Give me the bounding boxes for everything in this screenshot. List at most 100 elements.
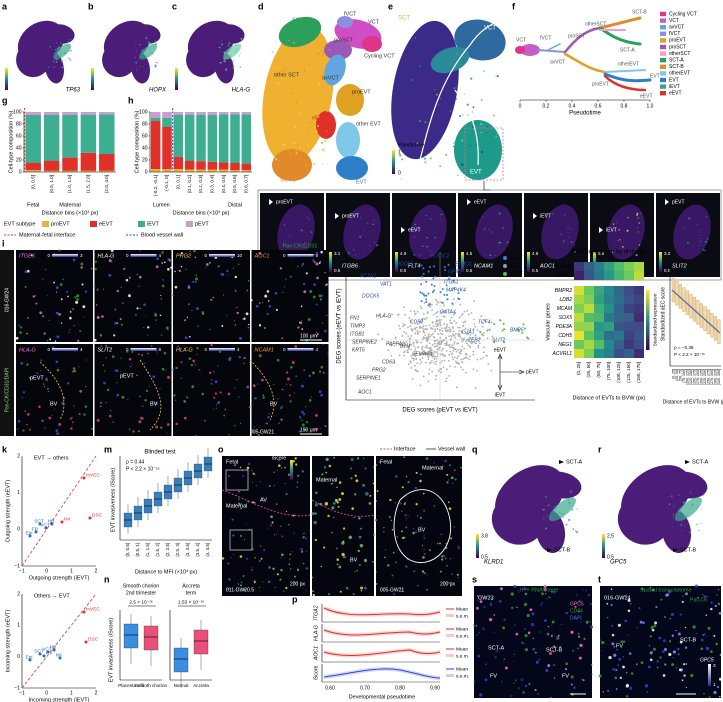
- texture-dot: [434, 323, 437, 325]
- texture-dot: [473, 623, 476, 627]
- texture-dot: [607, 690, 609, 692]
- texture-dot: [342, 527, 346, 530]
- texture-dot: [319, 427, 321, 429]
- texture-dot: [568, 501, 571, 504]
- texture-dot: [441, 301, 444, 304]
- texture-dot: [449, 365, 452, 368]
- texture-dot: [381, 337, 384, 340]
- texture-dot: [416, 515, 419, 517]
- texture-dot: [276, 469, 279, 472]
- texture-dot: [319, 298, 323, 301]
- colorbar-label: 0: [47, 253, 50, 258]
- texture-dot: [320, 294, 324, 297]
- branch-label: otherEVT: [618, 61, 639, 67]
- texture-dot: [24, 285, 27, 288]
- texture-dot: [314, 512, 317, 515]
- texture-dot: [551, 620, 555, 624]
- texture-dot: [464, 327, 467, 330]
- texture-dot: [212, 408, 214, 410]
- texture-dot: [128, 276, 131, 279]
- texture-dot: [294, 102, 298, 105]
- texture-dot: [67, 382, 70, 385]
- texture-dot: [428, 368, 431, 371]
- texture-dot: [698, 244, 700, 246]
- texture-dot: [451, 573, 453, 575]
- texture-dot: [147, 326, 150, 329]
- bar-segment: [196, 169, 206, 172]
- cluster-shape: [535, 509, 566, 554]
- y-tick-label: 40: [16, 145, 22, 151]
- texture-dot: [438, 341, 440, 344]
- texture-dot: [668, 640, 672, 643]
- texture-dot: [320, 141, 324, 144]
- x-tick-label: 0.60: [325, 685, 335, 691]
- texture-dot: [457, 268, 460, 271]
- texture-dot: [685, 663, 688, 665]
- texture-dot: [677, 221, 680, 223]
- texture-dot: [448, 507, 452, 510]
- channel-label: GPC5: [570, 601, 584, 607]
- texture-dot: [460, 314, 463, 317]
- texture-dot: [433, 462, 435, 464]
- texture-dot: [483, 229, 486, 232]
- legend-label: iEVT: [669, 84, 680, 90]
- legend-label: SCT-A: [669, 58, 684, 64]
- texture-dot: [487, 363, 490, 366]
- texture-dot: [348, 535, 352, 540]
- texture-dot: [518, 591, 520, 593]
- texture-dot: [427, 292, 430, 295]
- texture-dot: [658, 636, 662, 640]
- texture-dot: [440, 332, 442, 335]
- texture-dot: [414, 347, 417, 350]
- texture-dot: [301, 328, 304, 330]
- texture-dot: [400, 590, 403, 593]
- texture-dot: [293, 93, 295, 95]
- texture-dot: [308, 218, 310, 220]
- texture-dot: [78, 413, 81, 416]
- texture-dot: [649, 651, 653, 655]
- texture-dot: [313, 261, 316, 264]
- trend-line: [671, 289, 721, 334]
- texture-dot: [286, 371, 289, 374]
- heatmap-cell: [584, 331, 594, 340]
- point-decor: [46, 650, 50, 654]
- texture-dot: [672, 513, 675, 515]
- region-label: Fetal: [380, 459, 392, 465]
- heatmap-cell: [594, 340, 604, 349]
- texture-dot: [53, 408, 55, 410]
- texture-dot: [629, 686, 633, 690]
- texture-dot: [689, 531, 692, 534]
- y-tick-label: 100: [13, 109, 22, 115]
- channel-label: Pan-CK: [690, 597, 708, 603]
- texture-dot: [627, 216, 629, 219]
- texture-dot: [415, 471, 418, 474]
- texture-dot: [636, 626, 638, 629]
- point-label: HB: [48, 518, 55, 524]
- texture-dot: [279, 578, 282, 581]
- texture-dot: [180, 252, 183, 255]
- texture-dot: [482, 35, 484, 37]
- texture-dot: [29, 376, 32, 379]
- texture-dot: [378, 546, 380, 548]
- texture-dot: [361, 211, 363, 213]
- x-tick-label: (2.0, 4.0]: [104, 175, 109, 193]
- texture-dot: [358, 535, 362, 539]
- gene-label: FN1: [350, 315, 360, 321]
- texture-dot: [428, 324, 431, 327]
- texture-dot: [490, 369, 493, 372]
- texture-dot: [205, 267, 207, 269]
- texture-dot: [550, 590, 553, 593]
- region-label: BV: [50, 401, 58, 407]
- texture-dot: [419, 291, 422, 294]
- region-label: FV: [490, 673, 497, 679]
- texture-dot: [710, 607, 713, 611]
- texture-dot: [532, 623, 535, 627]
- bar-segment: [80, 152, 97, 171]
- texture-dot: [448, 353, 451, 356]
- texture-dot: [278, 159, 281, 162]
- colorbar: [91, 68, 94, 90]
- texture-dot: [558, 512, 561, 514]
- texture-dot: [436, 339, 438, 342]
- texture-dot: [137, 66, 138, 68]
- texture-dot: [431, 309, 434, 311]
